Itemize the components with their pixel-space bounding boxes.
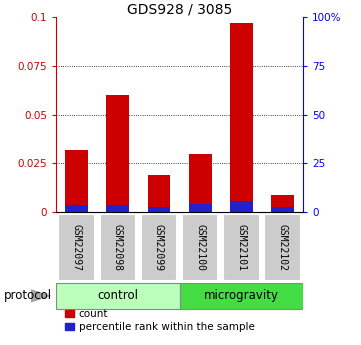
Bar: [65, 205, 88, 212]
Text: GSM22098: GSM22098: [113, 224, 123, 271]
Text: GSM22097: GSM22097: [71, 224, 82, 271]
Bar: [189, 204, 212, 212]
Bar: [271, 207, 294, 212]
Bar: [148, 207, 170, 212]
Text: control: control: [97, 289, 138, 302]
Bar: [106, 205, 129, 212]
Text: GSM22102: GSM22102: [278, 224, 288, 271]
Text: GSM22101: GSM22101: [236, 224, 247, 271]
Bar: [65, 150, 88, 212]
Bar: [230, 23, 253, 212]
Text: protocol: protocol: [4, 289, 52, 302]
Bar: [141, 214, 177, 281]
Bar: [100, 214, 136, 281]
Bar: [189, 154, 212, 212]
Bar: [230, 201, 253, 212]
Bar: [148, 175, 170, 212]
Title: GDS928 / 3085: GDS928 / 3085: [127, 2, 232, 16]
Polygon shape: [31, 290, 51, 302]
Bar: [180, 283, 303, 309]
Bar: [265, 214, 301, 281]
Text: GSM22100: GSM22100: [195, 224, 205, 271]
Legend: count, percentile rank within the sample: count, percentile rank within the sample: [61, 305, 259, 336]
Text: microgravity: microgravity: [204, 289, 279, 302]
Bar: [56, 283, 180, 309]
Text: GSM22099: GSM22099: [154, 224, 164, 271]
Bar: [223, 214, 260, 281]
Bar: [271, 195, 294, 212]
Bar: [106, 95, 129, 212]
Bar: [182, 214, 218, 281]
Bar: [58, 214, 95, 281]
